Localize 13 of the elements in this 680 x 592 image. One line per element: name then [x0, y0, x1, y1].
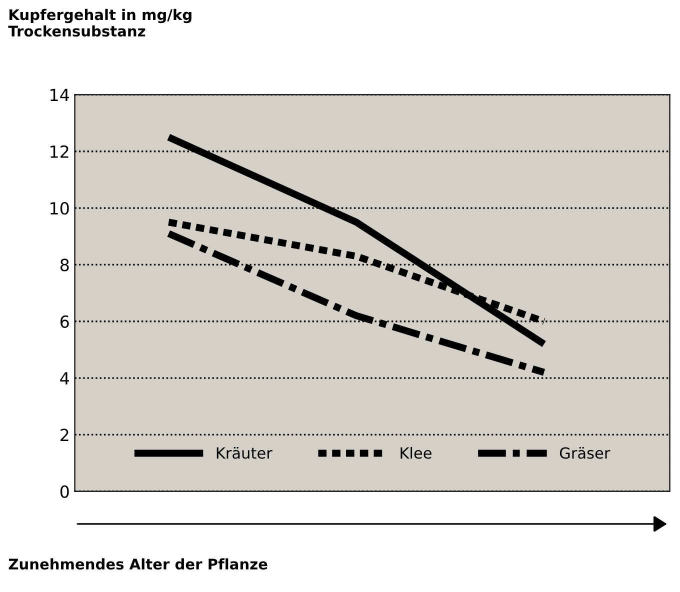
y-tick-label: 10: [50, 202, 69, 215]
y-tick-label: 8: [60, 258, 69, 272]
y-tick-label: 6: [60, 315, 69, 328]
legend-label: Klee: [400, 446, 432, 459]
legend-label: Kräuter: [216, 446, 272, 459]
y-tick-label: 0: [60, 485, 69, 498]
y-tick-label: 2: [60, 428, 68, 442]
y-tick-label: 4: [60, 372, 70, 384]
y-axis-title: Kupfergehalt in mg/kg Trockensubstanz: [8, 8, 192, 37]
y-tick-label: 14: [50, 88, 70, 102]
x-axis-title: Zunehmendes Alter der Pflanze: [8, 558, 268, 570]
y-tick-label: 12: [50, 145, 68, 158]
legend-label: Gräser: [560, 446, 610, 459]
